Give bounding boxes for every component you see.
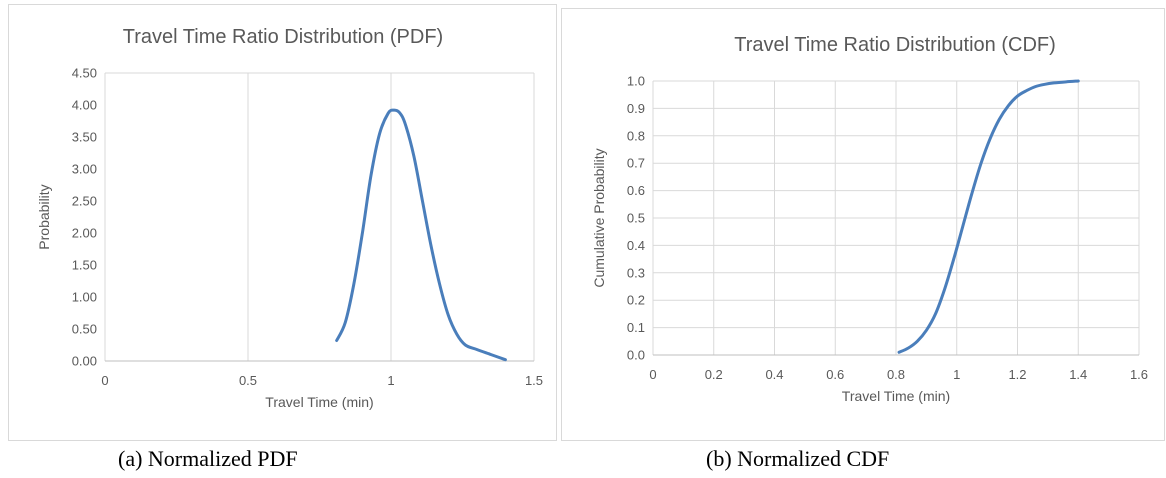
y-tick-label: 0.2 (627, 293, 645, 308)
y-tick-label: 2.00 (72, 226, 97, 241)
cdf-chart-panel: 0.0 0.1 0.2 0.3 0.4 0.5 0.6 0.7 0.8 0.9 1.0 0 0.2 0.4… (561, 8, 1165, 441)
x-tick-label: 0.2 (705, 367, 723, 382)
cdf-caption: (b) Normalized CDF (706, 446, 890, 471)
pdf-caption: (a) Normalized PDF (118, 446, 298, 471)
x-axis-label: Travel Time (min) (842, 388, 950, 404)
pdf-chart-panel: 0.00 0.50 1.00 1.50 2.00 2.50 3.00 3.50 4.00 4.50… (8, 4, 557, 441)
x-tick-label: 0.4 (765, 367, 783, 382)
chart-title: Travel Time Ratio Distribution (PDF) (123, 26, 443, 48)
x-tick-label: 1.6 (1130, 367, 1148, 382)
y-tick-label: 0.9 (627, 101, 645, 116)
chart-title: Travel Time Ratio Distribution (CDF) (734, 34, 1056, 56)
series-line (335, 108, 507, 362)
x-tick-label: 1.5 (525, 373, 543, 388)
y-tick-label: 1.50 (72, 258, 97, 273)
y-tick-label: 0.7 (627, 156, 645, 171)
cdf-chart: 0.0 0.1 0.2 0.3 0.4 0.5 0.6 0.7 0.8 0.9 1.0 0 0.2 0.4… (591, 34, 1148, 404)
x-tick-label: 1.4 (1069, 367, 1087, 382)
y-tick-label: 0.6 (627, 183, 645, 198)
x-tick-label: 1.2 (1008, 367, 1026, 382)
y-tick-label: 4.00 (72, 98, 97, 113)
y-tick-label: 1.0 (627, 74, 645, 89)
y-tick-label: 0.1 (627, 320, 645, 335)
x-tick-label: 0.8 (887, 367, 905, 382)
x-tick-label: 1 (953, 367, 960, 382)
y-tick-label: 4.50 (72, 66, 97, 81)
y-tick-label: 0.5 (627, 211, 645, 226)
y-tick-label: 3.00 (72, 162, 97, 177)
y-tick-label: 0.4 (627, 238, 645, 253)
y-tick-label: 0.00 (72, 354, 97, 369)
x-tick-label: 1 (387, 373, 394, 388)
y-tick-label: 0.8 (627, 128, 645, 143)
y-tick-label: 0.0 (627, 348, 645, 363)
y-tick-label: 3.50 (72, 130, 97, 145)
y-tick-label: 0.50 (72, 322, 97, 337)
y-tick-label: 2.50 (72, 194, 97, 209)
x-tick-label: 0.5 (239, 373, 257, 388)
x-tick-label: 0 (649, 367, 656, 382)
y-axis-label: Cumulative Probability (591, 148, 607, 287)
x-axis-label: Travel Time (min) (265, 394, 373, 410)
pdf-chart: 0.000.501.001.502.002.503.003.504.004.50… (36, 26, 543, 410)
x-tick-label: 0 (101, 373, 108, 388)
y-axis-label: Probability (36, 184, 52, 249)
x-tick-label: 0.6 (826, 367, 844, 382)
series-line (897, 79, 1080, 354)
y-tick-label: 1.00 (72, 290, 97, 305)
y-tick-label: 0.3 (627, 265, 645, 280)
